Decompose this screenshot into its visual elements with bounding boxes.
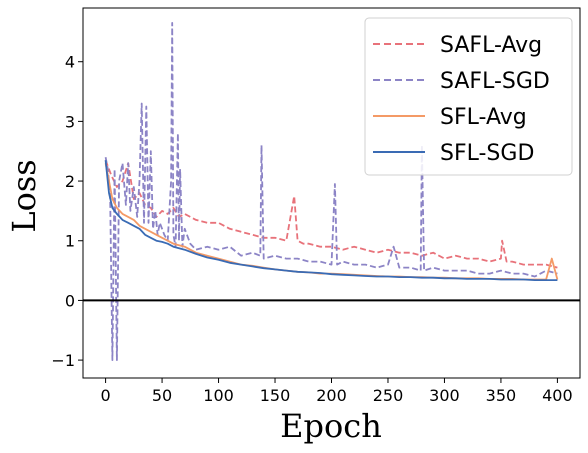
x-tick-label: 100 bbox=[203, 386, 234, 405]
x-axis: 0 50 100 150 200 250 300 350 400 bbox=[100, 378, 573, 405]
y-axis: −1 0 1 2 3 4 bbox=[51, 53, 83, 370]
legend-label-0: SAFL-Avg bbox=[440, 33, 542, 58]
y-axis-title: Loss bbox=[5, 159, 43, 232]
x-tick-label: 0 bbox=[100, 386, 110, 405]
y-tick-label: 0 bbox=[65, 291, 75, 310]
legend: SAFL-Avg SAFL-SGD SFL-Avg SFL-SGD bbox=[364, 17, 573, 176]
x-tick-label: 50 bbox=[152, 386, 172, 405]
legend-label-2: SFL-Avg bbox=[440, 105, 527, 130]
legend-label-3: SFL-SGD bbox=[440, 141, 534, 166]
series-line-3 bbox=[104, 160, 558, 281]
series-layer bbox=[104, 22, 559, 361]
y-tick-label: 4 bbox=[65, 53, 75, 72]
legend-box bbox=[364, 17, 573, 176]
x-tick-label: 150 bbox=[260, 386, 291, 405]
x-tick-label: 250 bbox=[373, 386, 404, 405]
y-tick-label: 3 bbox=[65, 112, 75, 131]
x-tick-label: 350 bbox=[486, 386, 517, 405]
y-tick-label: −1 bbox=[51, 351, 75, 370]
series-line-0 bbox=[104, 159, 558, 269]
series-line-1 bbox=[104, 22, 558, 361]
x-tick-label: 300 bbox=[429, 386, 460, 405]
y-tick-label: 2 bbox=[65, 172, 75, 191]
x-axis-title: Epoch bbox=[280, 407, 382, 445]
legend-label-1: SAFL-SGD bbox=[440, 69, 550, 94]
y-tick-label: 1 bbox=[65, 232, 75, 251]
x-tick-label: 200 bbox=[316, 386, 347, 405]
x-tick-label: 400 bbox=[542, 386, 573, 405]
